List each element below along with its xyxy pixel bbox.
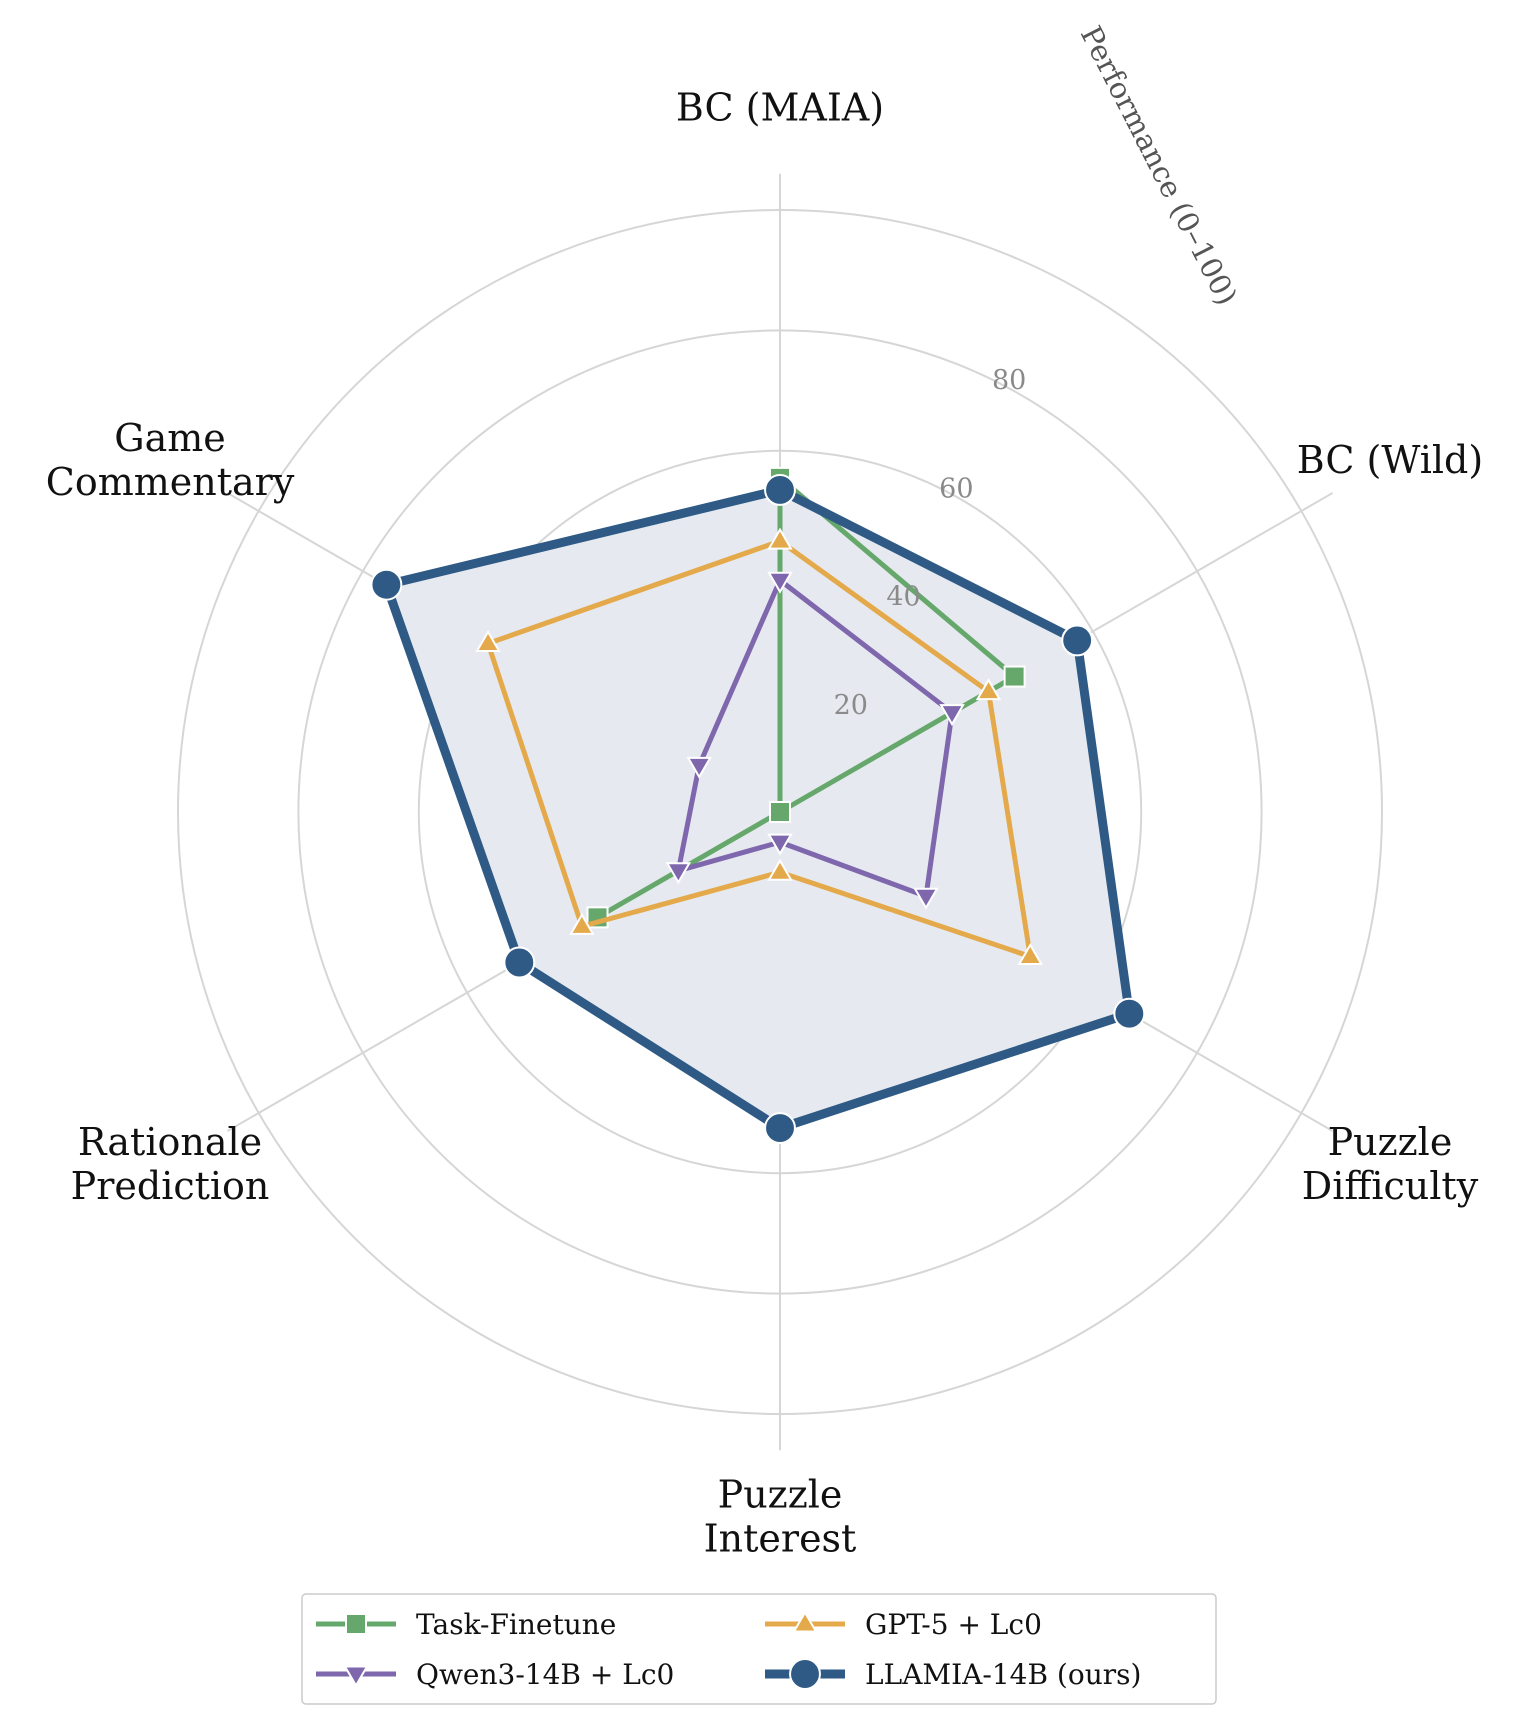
point-1-0 <box>767 527 793 550</box>
legend: Task-Finetune GPT-5 + Lc0 Qwen3-14B + Lc0 L… <box>301 1593 1217 1705</box>
point-3-0 <box>764 473 796 506</box>
point-2-4 <box>665 862 692 885</box>
series-2 <box>665 571 965 910</box>
legend-label: GPT-5 + Lc0 <box>865 1608 1042 1641</box>
point-1-1 <box>975 678 1002 701</box>
axis-label-line: Puzzle <box>718 1472 843 1516</box>
axis-label-0: BC (MAIA) <box>676 86 884 130</box>
series-3 <box>370 473 1146 1145</box>
point-2-0 <box>767 571 793 594</box>
axis-label-line: Prediction <box>71 1164 270 1208</box>
series-lines <box>370 466 1146 1145</box>
point-3-4 <box>503 946 536 979</box>
legend-label: Task-Finetune <box>416 1608 616 1641</box>
legend-item-1: GPT-5 + Lc0 <box>765 1608 1042 1641</box>
point-1-4 <box>569 912 595 935</box>
fill-polygon <box>386 489 1130 1129</box>
axis-label-line: Commentary <box>46 460 295 504</box>
point-3-5 <box>370 568 403 601</box>
legend-swatch-marker <box>343 1665 369 1688</box>
point-1-2 <box>1017 942 1043 965</box>
radial-tick-labels: 20 40 60 80 <box>834 365 1027 721</box>
axis-labels: BC (MAIA)BC (Wild)PuzzleDifficultyPuzzle… <box>46 86 1483 1561</box>
legend-swatch-marker <box>345 1613 367 1635</box>
legend-box <box>301 1593 1217 1705</box>
axis-label-line: BC (Wild) <box>1297 438 1483 482</box>
fill-area <box>386 489 1130 1129</box>
tick-label: 40 <box>886 582 920 613</box>
point-0-5 <box>769 801 791 823</box>
point-2-5 <box>686 756 712 779</box>
tick-label: 60 <box>939 473 973 504</box>
tick-label: 20 <box>834 690 868 721</box>
legend-item-2: Qwen3-14B + Lc0 <box>316 1658 674 1691</box>
point-3-1 <box>1061 624 1094 657</box>
axis-label-line: Interest <box>704 1516 857 1560</box>
point-2-3 <box>767 833 793 856</box>
axis-label-line: Game <box>114 416 226 460</box>
point-1-3 <box>767 858 793 881</box>
tick-label: 80 <box>992 365 1026 396</box>
point-3-2 <box>1113 997 1146 1030</box>
point-1-5 <box>475 629 501 652</box>
point-2-2 <box>913 887 939 910</box>
legend-swatch-marker <box>789 1658 821 1690</box>
legend-item-0: Task-Finetune <box>316 1608 616 1641</box>
point-0-1 <box>1003 665 1026 688</box>
legend-label: LLAMIA-14B (ours) <box>865 1658 1141 1691</box>
radial-axis-label: Performance (0–100) <box>1074 20 1244 310</box>
axis-label-1: BC (Wild) <box>1297 438 1483 482</box>
axis-label-line: Puzzle <box>1328 1120 1453 1164</box>
axis-label-line: BC (MAIA) <box>676 86 884 130</box>
legend-item-3: LLAMIA-14B (ours) <box>765 1658 1141 1691</box>
legend-swatch-marker <box>792 1610 818 1633</box>
axis-label-line: Rationale <box>78 1120 262 1164</box>
point-2-1 <box>939 704 965 727</box>
series-1 <box>475 527 1043 965</box>
point-3-3 <box>764 1112 796 1145</box>
axis-label-line: Difficulty <box>1302 1164 1479 1208</box>
legend-label: Qwen3-14B + Lc0 <box>416 1658 674 1691</box>
